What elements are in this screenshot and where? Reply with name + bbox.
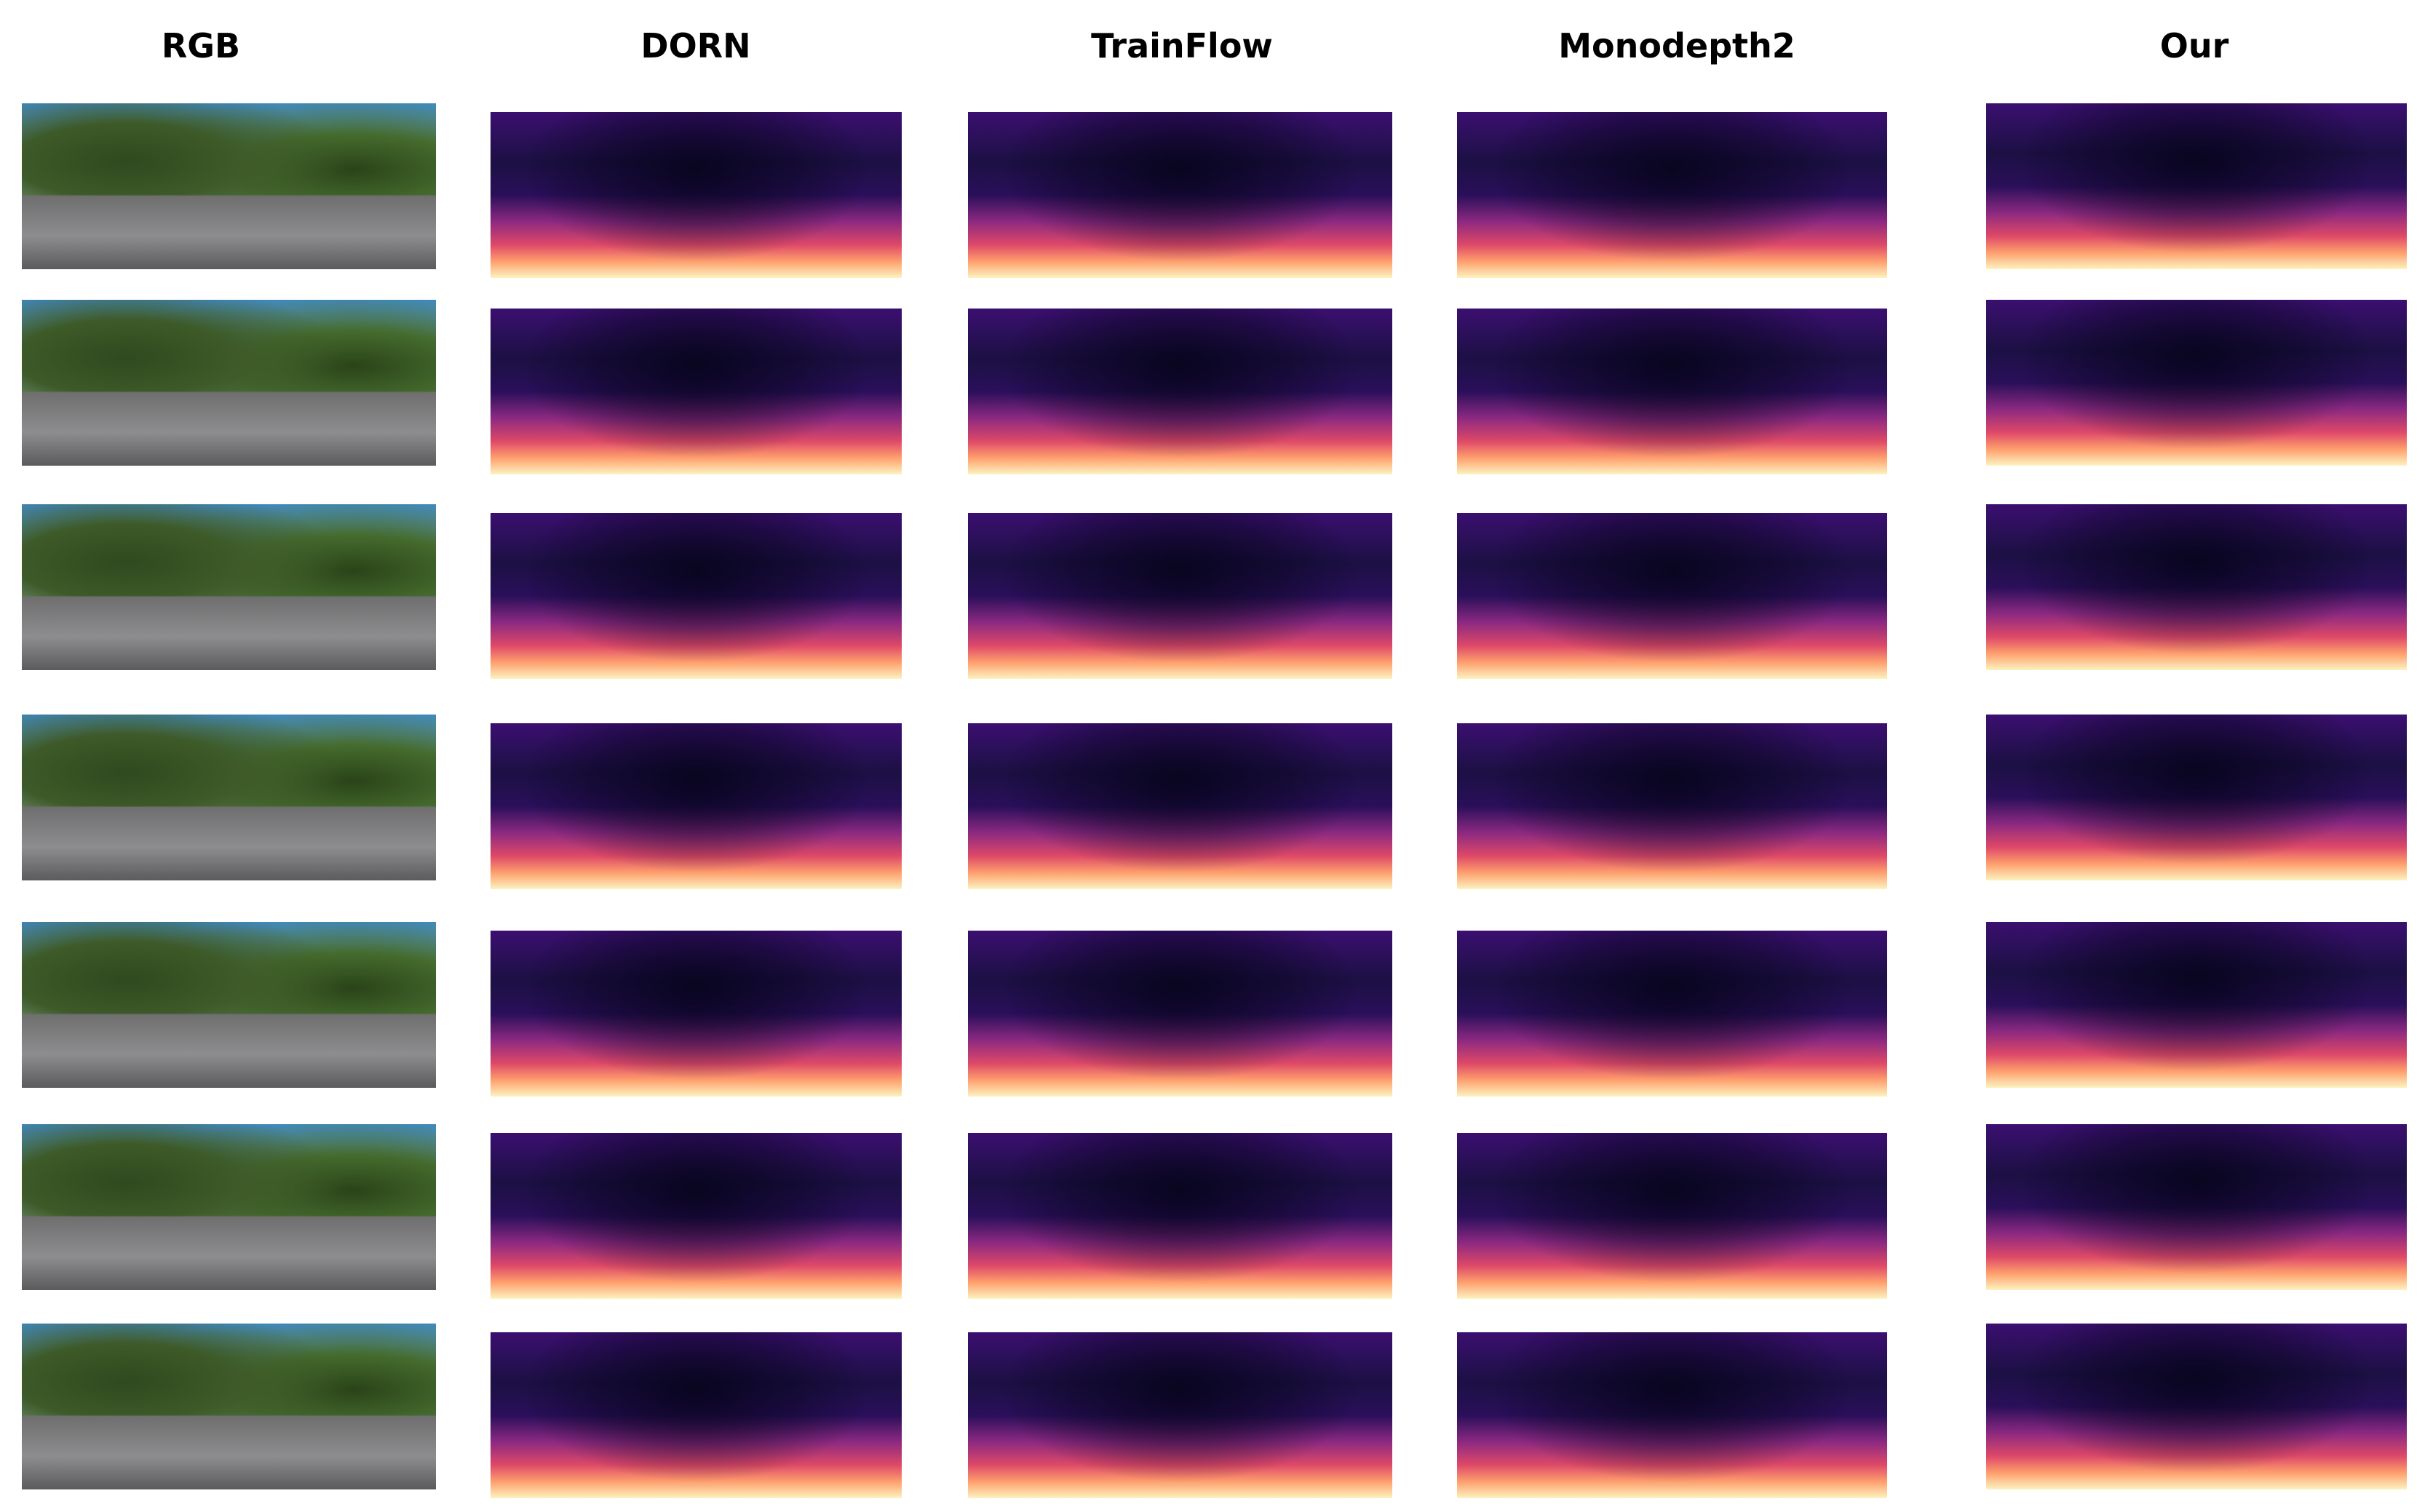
depth-map xyxy=(1457,309,1887,474)
depth-map xyxy=(491,309,902,474)
depth-map xyxy=(1457,1133,1887,1299)
depth-map xyxy=(491,723,902,889)
rgb-image xyxy=(22,1124,436,1290)
depth-map xyxy=(968,723,1392,889)
depth-map xyxy=(1457,931,1887,1097)
rgb-image xyxy=(22,504,436,670)
depth-map xyxy=(968,1332,1392,1498)
rgb-image xyxy=(22,103,436,269)
depth-map xyxy=(491,1133,902,1299)
depth-map xyxy=(968,1133,1392,1299)
depth-map xyxy=(1457,513,1887,679)
column-header: TrainFlow xyxy=(1091,26,1273,65)
depth-map xyxy=(491,1332,902,1498)
depth-map xyxy=(1986,300,2407,466)
depth-map xyxy=(491,513,902,679)
depth-map xyxy=(968,112,1392,278)
rgb-image xyxy=(22,715,436,880)
depth-map xyxy=(968,513,1392,679)
column-header: RGB xyxy=(161,26,241,65)
rgb-image xyxy=(22,922,436,1088)
depth-map xyxy=(968,931,1392,1097)
depth-map xyxy=(968,309,1392,474)
column-header: Our xyxy=(2159,26,2229,65)
depth-map xyxy=(1457,723,1887,889)
depth-map xyxy=(1986,504,2407,670)
depth-map xyxy=(1986,1324,2407,1489)
depth-map xyxy=(491,931,902,1097)
rgb-image xyxy=(22,300,436,466)
depth-map xyxy=(1986,1124,2407,1290)
column-header: DORN xyxy=(640,26,751,65)
rgb-image xyxy=(22,1324,436,1489)
depth-map xyxy=(1986,922,2407,1088)
depth-map xyxy=(1457,112,1887,278)
depth-map xyxy=(491,112,902,278)
depth-map xyxy=(1986,715,2407,880)
depth-map xyxy=(1457,1332,1887,1498)
depth-map xyxy=(1986,103,2407,269)
column-header: Monodepth2 xyxy=(1558,26,1795,65)
